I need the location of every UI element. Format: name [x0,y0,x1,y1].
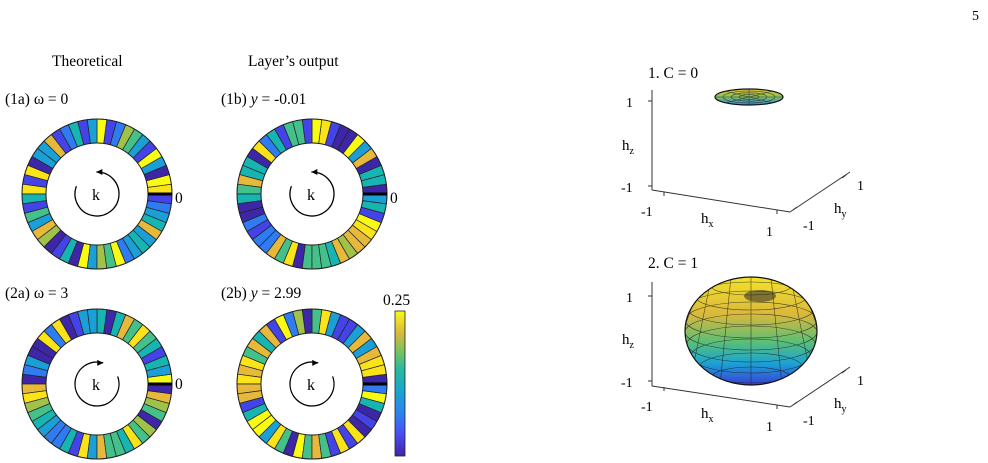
zero-label-2a: 0 [175,376,183,393]
plot1-xlabel: hx [701,211,714,230]
ring-center-label: k [92,377,100,394]
ring-label-2a: (2a) ω = 3 [5,285,69,302]
clockwise-arrow-icon [289,361,335,407]
plot2-ytick-right: 1 [857,374,864,389]
plot1-xtick-left: -1 [641,205,653,220]
arrowhead-icon [97,359,104,366]
col-header-theoretical: Theoretical [52,53,123,70]
plot2-ylabel: hy [834,396,847,415]
plot2-surface [684,276,818,386]
plot2-axes [648,282,851,409]
plot1-xtick-right: 1 [766,225,773,240]
page-number: 5 [972,9,979,24]
colorbar [394,310,406,457]
plot1-ytick-right: 1 [857,179,864,194]
colorbar-max-label: 0.25 [383,292,410,309]
plot2-xlabel: hx [701,406,714,425]
plot1-ztick-top: 1 [626,96,633,111]
plot1-ztick-bottom: -1 [621,181,633,196]
plot2-xtick-right: 1 [766,420,773,435]
plot2-ytick-left: -1 [803,414,815,429]
zero-label-1a: 0 [175,190,183,207]
ring-label-1a: (1a) ω = 0 [5,91,69,108]
ring-1a: k [21,118,173,270]
plot1-axes [648,90,851,214]
ring-center-label: k [307,187,315,204]
ring-center-label: k [92,187,100,204]
plot2-surface-hole [744,290,776,302]
plot1-ytick-left: -1 [803,219,815,234]
col-header-layer-output: Layer’s output [248,53,339,70]
plot2-zlabel: hz [622,332,635,351]
ring-2a: k [21,308,173,460]
clockwise-arrow-icon [74,361,120,407]
counterclockwise-arrow-icon [289,171,335,217]
plot2-xtick-left: -1 [641,400,653,415]
plot2-ztick-bottom: -1 [621,376,633,391]
arrowhead-icon [312,359,319,366]
plot1-ylabel: hy [834,201,847,220]
ring-center-label: k [307,377,315,394]
arrowhead-icon [96,169,103,176]
plot2-title: 2. C = 1 [648,255,698,272]
ring-1b: k [236,118,388,270]
arrowhead-icon [311,169,318,176]
ring-label-2b: (2b) y = 2.99 [221,285,301,302]
plot1-zlabel: hz [622,138,635,157]
counterclockwise-arrow-icon [74,171,120,217]
plot1-surface [714,88,784,106]
plot1-title: 1. C = 0 [648,65,698,82]
ring-2b: k [236,308,388,460]
plot2-ztick-top: 1 [626,291,633,306]
zero-label-1b: 0 [390,190,398,207]
ring-label-1b: (1b) y = -0.01 [221,91,306,108]
